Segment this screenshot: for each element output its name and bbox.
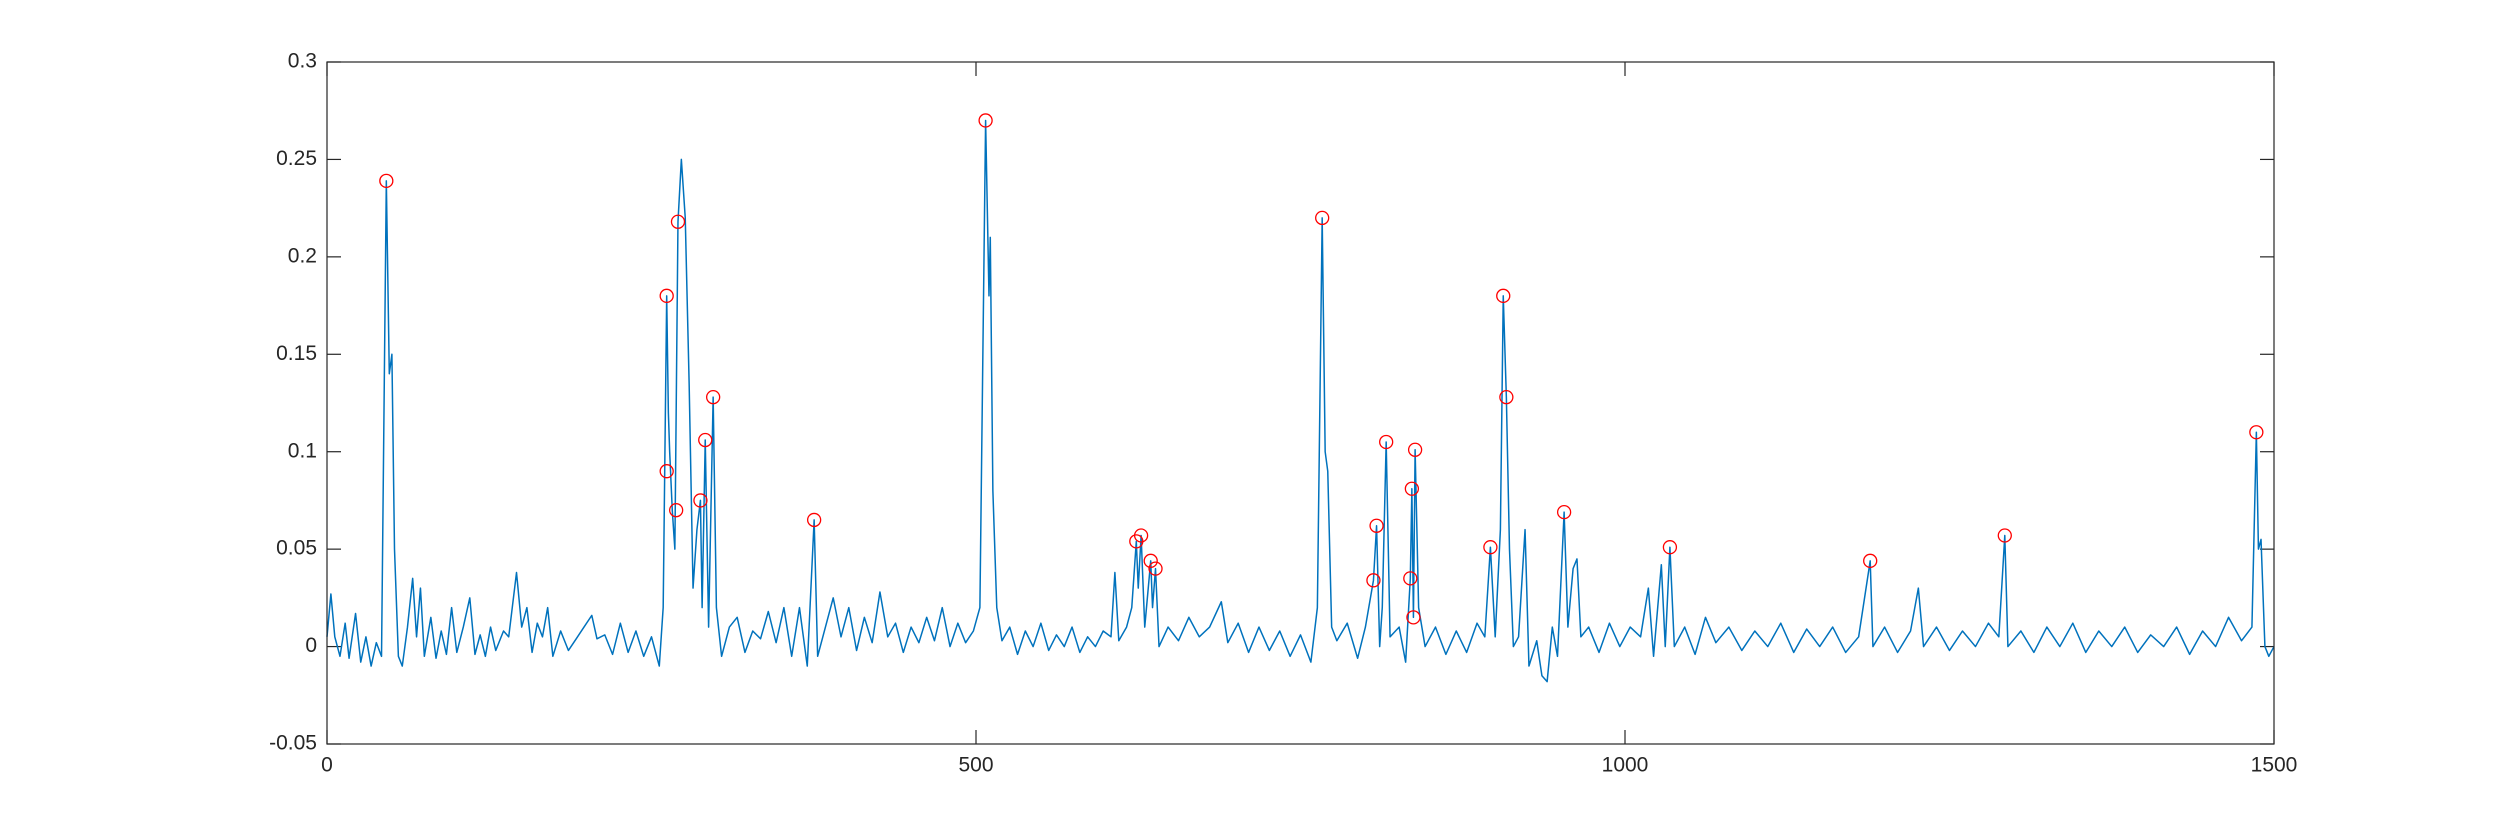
- peak-marker: [806, 512, 822, 528]
- peak-marker: [693, 493, 708, 508]
- y-tick-label: 0.3: [288, 50, 317, 73]
- peak-marker: [1369, 518, 1384, 533]
- peak-marker: [978, 113, 993, 128]
- y-tick-label: 0: [305, 634, 317, 657]
- signal-line: [326, 119, 2275, 683]
- x-tick-label: 1000: [1602, 754, 1649, 777]
- y-tick-label: 0.05: [276, 537, 317, 560]
- peak-marker: [1863, 553, 1878, 568]
- peak-marker: [1483, 540, 1498, 555]
- peak-marker: [2249, 425, 2264, 440]
- x-tick-label: 0: [321, 754, 333, 777]
- peak-marker: [1404, 481, 1420, 496]
- peak-marker: [1407, 442, 1423, 457]
- peak-marker: [659, 464, 674, 479]
- y-tick-label: 0.15: [276, 342, 317, 365]
- x-tick-label: 1500: [2251, 754, 2298, 777]
- peak-marker: [706, 390, 721, 405]
- peak-marker: [1556, 504, 1572, 520]
- peak-marker: [659, 288, 674, 303]
- peak-marker: [1496, 288, 1511, 303]
- peak-marker: [379, 173, 394, 189]
- peak-marker: [1406, 610, 1421, 625]
- axes-box: [326, 61, 2275, 745]
- y-tick-label: 0.1: [288, 439, 317, 462]
- y-tick-label: -0.05: [269, 732, 317, 755]
- plot-area: [327, 62, 2274, 744]
- peak-marker: [670, 214, 686, 229]
- peak-marker: [1366, 573, 1381, 588]
- peak-marker: [1997, 528, 2012, 543]
- peak-marker: [1133, 528, 1149, 543]
- peak-marker: [1499, 390, 1514, 405]
- peak-marker: [1403, 571, 1418, 586]
- peak-marker: [698, 432, 713, 448]
- peak-marker: [1662, 540, 1678, 555]
- y-tick-label: 0.2: [288, 244, 317, 267]
- x-tick-label: 500: [958, 754, 993, 777]
- peak-marker: [1148, 561, 1163, 576]
- peak-marker: [1379, 434, 1394, 450]
- y-tick-label: 0.25: [276, 147, 317, 170]
- peak-marker: [1143, 553, 1158, 568]
- peak-marker: [1315, 210, 1330, 226]
- peak-marker: [669, 503, 684, 518]
